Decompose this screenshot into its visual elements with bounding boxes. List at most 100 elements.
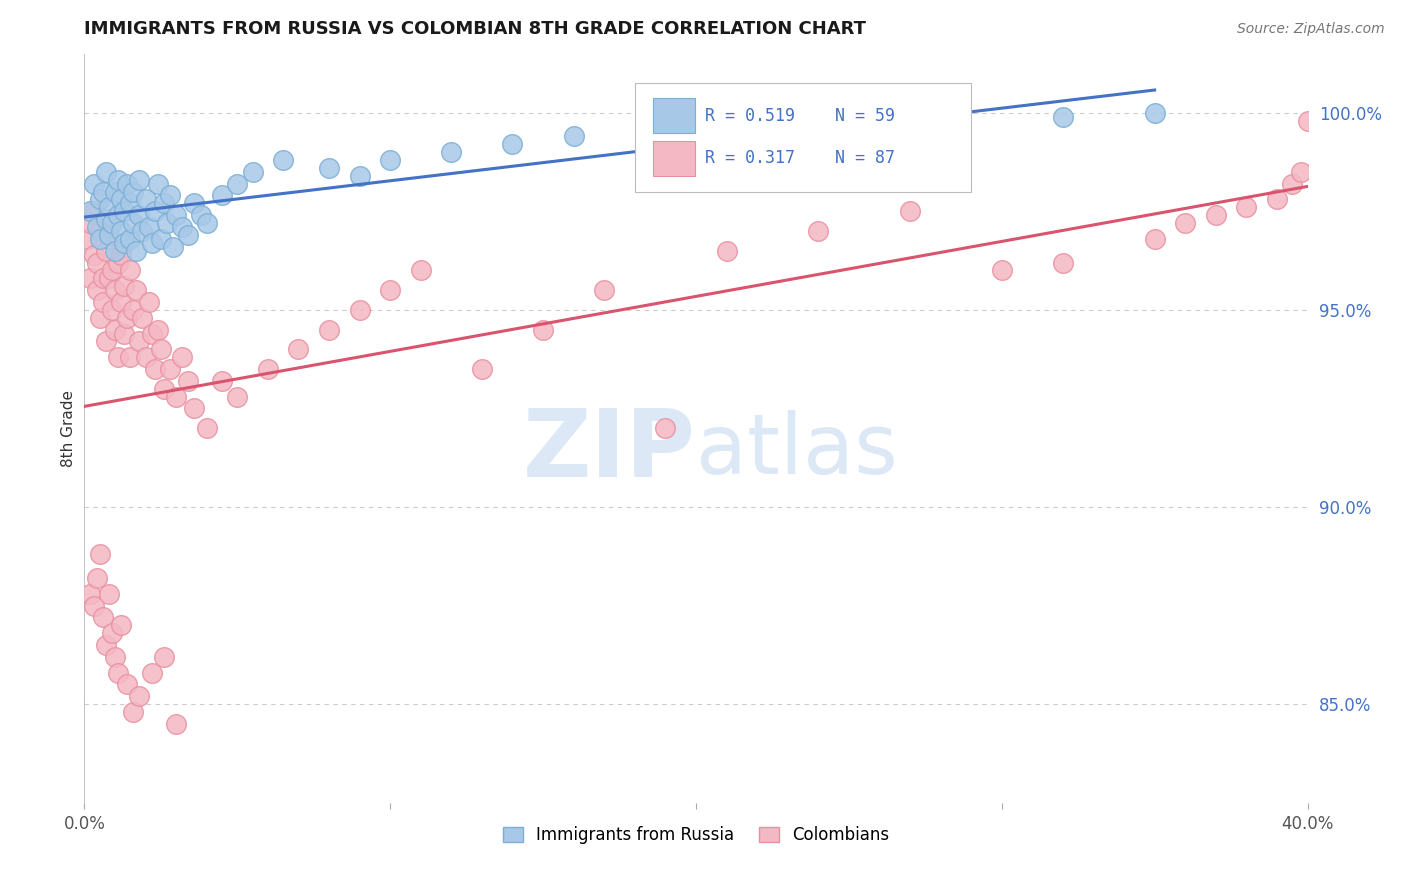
Immigrants from Russia	[122, 216, 145, 230]
Colombians	[107, 665, 129, 680]
Colombians	[110, 247, 132, 261]
Immigrants from Russia	[110, 224, 132, 238]
Immigrants from Russia	[211, 188, 233, 202]
Colombians	[141, 665, 163, 680]
Immigrants from Russia	[349, 169, 371, 183]
Immigrants from Russia	[128, 172, 150, 186]
Colombians	[195, 421, 218, 435]
Colombians	[86, 255, 108, 269]
Immigrants from Russia	[190, 208, 212, 222]
Colombians	[104, 649, 127, 664]
Immigrants from Russia	[159, 188, 181, 202]
Colombians	[143, 362, 166, 376]
Colombians	[115, 310, 138, 325]
Immigrants from Russia	[89, 193, 111, 207]
Immigrants from Russia	[1143, 105, 1166, 120]
Colombians	[110, 618, 132, 632]
Colombians	[128, 690, 150, 704]
Colombians	[1174, 216, 1197, 230]
Immigrants from Russia	[138, 220, 160, 235]
Colombians	[1236, 200, 1258, 214]
Colombians	[97, 587, 120, 601]
Colombians	[104, 322, 127, 336]
Immigrants from Russia	[177, 227, 200, 242]
Colombians	[716, 244, 738, 258]
FancyBboxPatch shape	[654, 141, 695, 176]
Colombians	[128, 334, 150, 349]
Immigrants from Russia	[440, 145, 463, 160]
Immigrants from Russia	[183, 196, 205, 211]
Immigrants from Russia	[86, 220, 108, 235]
Colombians	[101, 626, 124, 640]
Immigrants from Russia	[153, 196, 176, 211]
Immigrants from Russia	[318, 161, 340, 175]
Immigrants from Russia	[104, 244, 127, 258]
Colombians	[172, 350, 194, 364]
Text: Source: ZipAtlas.com: Source: ZipAtlas.com	[1237, 22, 1385, 37]
Colombians	[89, 547, 111, 561]
Colombians	[153, 649, 176, 664]
Colombians	[146, 322, 169, 336]
Colombians	[807, 224, 830, 238]
Colombians	[1281, 177, 1303, 191]
Legend: Immigrants from Russia, Colombians: Immigrants from Russia, Colombians	[496, 820, 896, 851]
Colombians	[107, 255, 129, 269]
Colombians	[135, 350, 157, 364]
Colombians	[226, 390, 249, 404]
Text: atlas: atlas	[696, 410, 897, 491]
Colombians	[104, 283, 127, 297]
Y-axis label: 8th Grade: 8th Grade	[60, 390, 76, 467]
Text: R = 0.519    N = 59: R = 0.519 N = 59	[704, 107, 894, 125]
Immigrants from Russia	[97, 200, 120, 214]
Colombians	[165, 717, 187, 731]
Immigrants from Russia	[91, 185, 114, 199]
Colombians	[79, 216, 101, 230]
Immigrants from Russia	[125, 244, 148, 258]
Colombians	[1052, 255, 1074, 269]
Colombians	[94, 638, 117, 652]
Colombians	[94, 334, 117, 349]
Immigrants from Russia	[94, 165, 117, 179]
Colombians	[318, 322, 340, 336]
Colombians	[101, 302, 124, 317]
Colombians	[79, 271, 101, 285]
Immigrants from Russia	[562, 129, 585, 144]
Colombians	[97, 232, 120, 246]
Immigrants from Russia	[807, 121, 830, 136]
Colombians	[97, 271, 120, 285]
Immigrants from Russia	[112, 235, 135, 250]
Colombians	[120, 263, 142, 277]
Colombians	[125, 283, 148, 297]
Colombians	[112, 279, 135, 293]
Colombians	[131, 310, 153, 325]
Colombians	[1143, 232, 1166, 246]
Colombians	[110, 295, 132, 310]
Immigrants from Russia	[156, 216, 179, 230]
Colombians	[86, 571, 108, 585]
Colombians	[112, 326, 135, 341]
Immigrants from Russia	[128, 208, 150, 222]
Colombians	[153, 382, 176, 396]
Immigrants from Russia	[101, 216, 124, 230]
Immigrants from Russia	[89, 232, 111, 246]
Colombians	[83, 599, 105, 613]
Colombians	[89, 310, 111, 325]
Text: ZIP: ZIP	[523, 405, 696, 497]
Immigrants from Russia	[110, 193, 132, 207]
Colombians	[380, 283, 402, 297]
Text: IMMIGRANTS FROM RUSSIA VS COLOMBIAN 8TH GRADE CORRELATION CHART: IMMIGRANTS FROM RUSSIA VS COLOMBIAN 8TH …	[84, 21, 866, 38]
Immigrants from Russia	[195, 216, 218, 230]
Colombians	[122, 705, 145, 719]
Colombians	[531, 322, 554, 336]
Colombians	[165, 390, 187, 404]
Colombians	[86, 283, 108, 297]
Immigrants from Russia	[107, 172, 129, 186]
Immigrants from Russia	[172, 220, 194, 235]
Colombians	[409, 263, 432, 277]
Colombians	[149, 343, 172, 357]
Colombians	[94, 244, 117, 258]
Immigrants from Russia	[94, 212, 117, 227]
Colombians	[91, 271, 114, 285]
Colombians	[76, 232, 98, 246]
Colombians	[1296, 113, 1319, 128]
